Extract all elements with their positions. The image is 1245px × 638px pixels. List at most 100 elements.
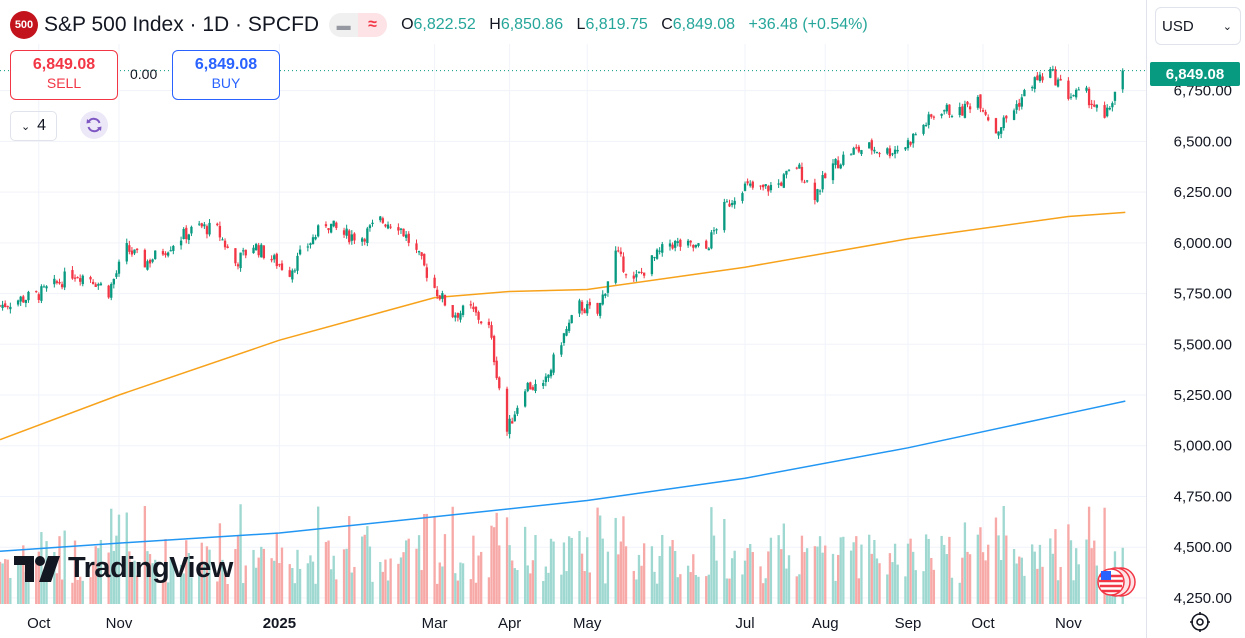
us-flag-icon[interactable] xyxy=(1097,565,1137,599)
volume-bar xyxy=(549,538,553,604)
volume-bar xyxy=(909,538,912,604)
candle-body xyxy=(1005,115,1008,119)
volume-bar xyxy=(777,535,780,604)
settings-gear-icon[interactable] xyxy=(1188,610,1212,634)
symbol-title[interactable]: S&P 500 Index · 1D · SPCFD xyxy=(44,13,320,36)
candle-body xyxy=(254,243,258,251)
candle-body xyxy=(997,131,1000,136)
volume-bar xyxy=(979,527,982,604)
candle-body xyxy=(143,249,147,268)
layout-count-dropdown[interactable]: ⌄ 4 xyxy=(10,111,57,141)
volume-bar xyxy=(345,548,348,604)
candle-body xyxy=(549,370,553,377)
low-label: L xyxy=(576,16,586,33)
volume-bar xyxy=(795,576,798,604)
sell-button[interactable]: 6,849.08 SELL xyxy=(10,50,118,100)
candle-body xyxy=(487,321,491,326)
volume-bar xyxy=(715,560,718,604)
tradingview-logo[interactable]: TradingView xyxy=(14,552,233,585)
volume-bar xyxy=(329,569,333,604)
volume-bar xyxy=(1049,538,1052,604)
candle-body xyxy=(40,286,43,301)
volume-bar xyxy=(994,517,998,604)
price-axis[interactable]: 4,250.00 4,500.00 4,750.00 5,000.00 5,250.00… xyxy=(1174,83,1232,607)
volume-bar xyxy=(860,544,863,604)
candle-body xyxy=(948,104,951,116)
candle-body xyxy=(855,147,858,149)
candle-body xyxy=(529,382,532,390)
candle-body xyxy=(697,243,700,246)
volume-bar xyxy=(260,546,263,604)
candle-body xyxy=(1033,77,1036,89)
volume-bar xyxy=(172,559,175,604)
volume-bar xyxy=(223,573,227,604)
volume-bar xyxy=(658,555,661,604)
volume-bar xyxy=(632,570,635,604)
candle-body xyxy=(963,103,967,118)
volume-bar xyxy=(490,525,493,604)
volume-bar xyxy=(498,545,501,604)
time-axis[interactable]: Oct Nov 2025 Mar Apr May Jul Aug Sep Oct Nov xyxy=(27,615,1082,632)
candle-body xyxy=(857,146,861,152)
candle-body xyxy=(469,304,472,306)
sync-button[interactable] xyxy=(80,111,108,139)
candle-body xyxy=(472,306,475,310)
candle-body xyxy=(37,294,40,300)
volume-bar xyxy=(705,576,708,604)
volume-bar xyxy=(350,572,353,604)
candle-body xyxy=(906,140,910,149)
candle-body xyxy=(1095,104,1099,108)
buy-button[interactable]: 6,849.08 BUY xyxy=(172,50,280,100)
approx-icon[interactable]: ≈ xyxy=(358,13,388,37)
symbol-logo[interactable]: 500 xyxy=(10,11,38,39)
volume-bar xyxy=(689,572,692,604)
candle-body xyxy=(1049,69,1052,78)
candle-body xyxy=(723,201,726,231)
volume-bar xyxy=(389,558,392,604)
volume-bar xyxy=(161,582,165,604)
volume-bar xyxy=(404,540,408,604)
volume-bar xyxy=(1072,580,1075,604)
minus-icon[interactable]: ▬ xyxy=(336,17,351,33)
legend-toggle-pill[interactable]: ▬ ≈ xyxy=(329,13,388,37)
candle-body xyxy=(560,345,563,355)
candle-body xyxy=(547,374,550,378)
volume-bar xyxy=(668,546,672,604)
volume-bar xyxy=(694,574,698,604)
y-tick-label: 6,000.00 xyxy=(1174,235,1232,252)
candle-body xyxy=(1106,107,1109,117)
volume-bar xyxy=(182,573,185,604)
candle-body xyxy=(293,270,297,272)
candle-body xyxy=(280,263,284,270)
candle-body xyxy=(769,184,773,191)
volume-bar xyxy=(128,551,131,604)
candle-body xyxy=(94,284,97,287)
volume-bar xyxy=(27,563,30,604)
candle-body xyxy=(133,249,136,254)
volume-bar xyxy=(179,564,183,604)
candle-body xyxy=(182,228,185,240)
currency-dropdown[interactable]: USD ⌄ xyxy=(1155,7,1241,45)
volume-bar xyxy=(635,579,638,604)
volume-bar xyxy=(366,526,369,604)
candle-body xyxy=(379,216,382,221)
ma-slow-line xyxy=(0,400,1126,552)
volume-bar xyxy=(151,563,154,604)
volume-bar xyxy=(415,548,418,604)
candle-body xyxy=(567,322,571,331)
volume-bar xyxy=(596,507,599,604)
candle-body xyxy=(552,354,555,373)
candle-body xyxy=(399,228,403,230)
candle-body xyxy=(200,223,203,227)
candle-body xyxy=(459,313,462,320)
candle-body xyxy=(598,302,602,316)
candlesticks xyxy=(0,65,1124,439)
volume-bar xyxy=(1051,553,1055,604)
y-tick-label: 5,500.00 xyxy=(1174,336,1232,353)
candle-body xyxy=(676,241,679,243)
candle-body xyxy=(930,114,933,117)
candle-body xyxy=(404,234,408,238)
volume-bar xyxy=(940,535,943,604)
candle-body xyxy=(79,278,82,282)
